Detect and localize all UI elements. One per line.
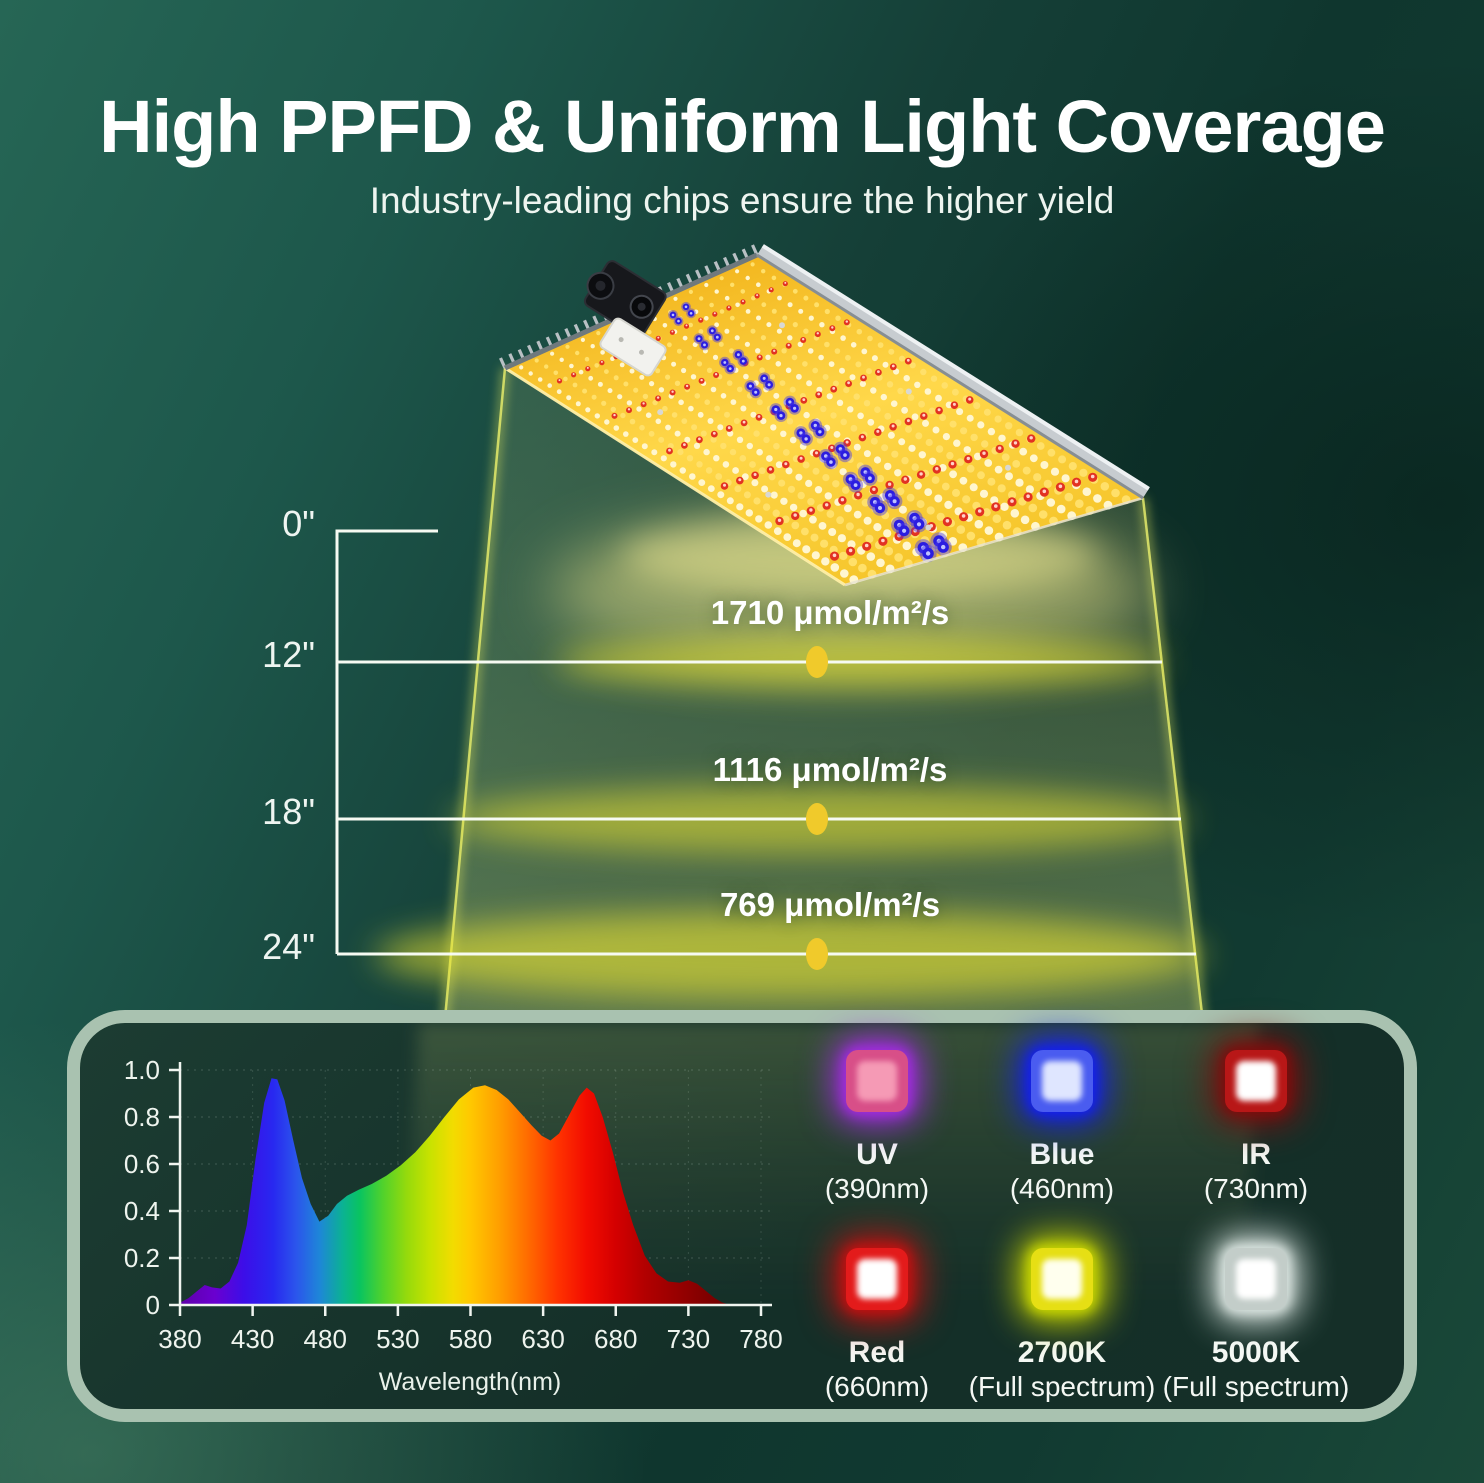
x-tick-label: 730	[667, 1324, 710, 1354]
chip-uv-name: UV	[856, 1138, 898, 1171]
chip-blue-name: Blue	[1029, 1138, 1095, 1171]
dimmer-control-box	[583, 260, 667, 338]
chip-5000k: 5000K (Full spectrum)	[1126, 1248, 1386, 1404]
ppfd-value-12in: 1710 μmol/m²/s	[710, 594, 950, 631]
screw-icon	[905, 388, 912, 395]
screw-icon	[657, 409, 664, 416]
y-tick-label: 0	[146, 1290, 160, 1320]
screw-icon	[765, 491, 772, 498]
x-tick-label: 680	[594, 1324, 637, 1354]
x-tick-label: 480	[304, 1324, 347, 1354]
led-dots-red	[556, 281, 1098, 561]
ppfd-value-24in: 769 μmol/m²/s	[719, 886, 941, 923]
x-tick-label: 630	[521, 1324, 564, 1354]
x-axis-title: Wavelength(nm)	[378, 1368, 562, 1396]
chip-red-wavelength: (660nm)	[824, 1371, 930, 1402]
y-tick-label: 0.4	[124, 1196, 160, 1226]
screw-icon	[1005, 464, 1011, 471]
chip-2700k-name: 2700K	[1017, 1336, 1107, 1369]
ruler-bracket	[335, 529, 438, 954]
uv-led-core	[857, 1061, 897, 1101]
chip-ir-name: IR	[1241, 1138, 1271, 1171]
panel-edge-left	[504, 366, 846, 587]
distance-label-24in: 24"	[262, 926, 315, 967]
chip-red: Red (660nm)	[747, 1248, 1007, 1404]
chip-ir: IR (730nm)	[1126, 1050, 1386, 1206]
power-connector	[599, 317, 667, 377]
2700k-led-swatch	[1031, 1248, 1093, 1310]
page-title: High PPFD & Uniform Light Coverage	[99, 85, 1386, 168]
y-tick-label: 0.2	[124, 1243, 160, 1273]
x-tick-label: 380	[158, 1324, 201, 1354]
chip-2700k: 2700K (Full spectrum)	[932, 1248, 1192, 1404]
red-led-swatch	[846, 1248, 908, 1310]
red-led-core	[857, 1259, 897, 1299]
chip-blue: Blue (460nm)	[932, 1050, 1192, 1206]
y-tick-label: 0.6	[124, 1149, 160, 1179]
5000k-led-swatch	[1225, 1248, 1287, 1310]
x-tick-label: 530	[376, 1324, 419, 1354]
chip-2700k-spectrum: (Full spectrum)	[968, 1371, 1156, 1402]
blue-led-core	[1042, 1061, 1082, 1101]
chip-ir-wavelength: (730nm)	[1203, 1173, 1309, 1204]
ir-led-core	[1236, 1061, 1276, 1101]
chip-blue-wavelength: (460nm)	[1009, 1173, 1115, 1204]
x-tick-label: 430	[231, 1324, 274, 1354]
led-dots-blue	[668, 301, 952, 563]
panel-edge-right	[844, 496, 1144, 587]
spectrum-area	[180, 1078, 727, 1305]
y-tick-label: 1.0	[124, 1055, 160, 1085]
screw-icon	[925, 524, 932, 531]
marker-dot-12in	[806, 646, 828, 678]
x-tick-label: 780	[739, 1324, 782, 1354]
marker-dot-18in	[806, 803, 828, 835]
chip-5000k-spectrum: (Full spectrum)	[1162, 1371, 1350, 1402]
page-subtitle: Industry-leading chips ensure the higher…	[369, 180, 1115, 221]
distance-label-18in: 18"	[262, 791, 315, 832]
mounting-rail	[756, 244, 1150, 500]
x-tick-label: 580	[449, 1324, 492, 1354]
beam-edge-left-core	[441, 367, 507, 1041]
distance-label-0in: 0"	[282, 503, 315, 544]
uv-led-swatch	[846, 1050, 908, 1112]
chart-axes	[169, 1062, 772, 1316]
chip-5000k-name: 5000K	[1211, 1336, 1301, 1369]
chip-uv-wavelength: (390nm)	[824, 1173, 930, 1204]
screw-icon	[779, 322, 785, 329]
ppfd-value-18in: 1116 μmol/m²/s	[712, 751, 948, 788]
chip-red-name: Red	[848, 1336, 906, 1369]
y-tick-label: 0.8	[124, 1102, 160, 1132]
5000k-led-core	[1236, 1259, 1276, 1299]
marker-dot-24in	[806, 938, 828, 970]
distance-label-12in: 12"	[262, 634, 315, 675]
blue-led-swatch	[1031, 1050, 1093, 1112]
chip-uv: UV (390nm)	[747, 1050, 1007, 1206]
2700k-led-core	[1042, 1259, 1082, 1299]
ir-led-swatch	[1225, 1050, 1287, 1112]
